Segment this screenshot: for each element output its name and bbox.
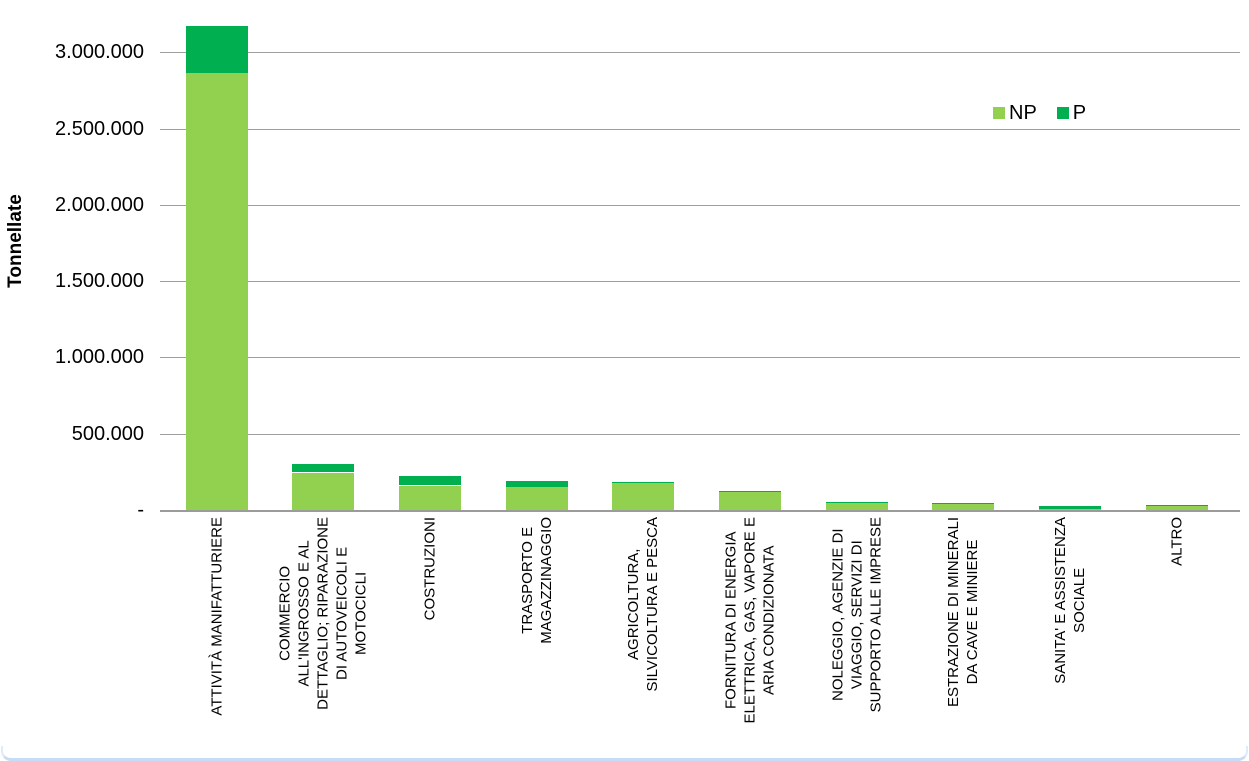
legend: NP P: [993, 101, 1086, 125]
x-axis-label: COMMERCIO ALL'INGROSSO E AL DETTAGLIO; R…: [276, 517, 370, 710]
gridline: [160, 357, 1240, 359]
window-bottom-edge: [1, 746, 1248, 761]
x-axis-label: TRASPORTO E MAGAZZINAGGIO: [518, 517, 555, 644]
gridline: [160, 281, 1240, 283]
bar-segment-p-7[interactable]: [825, 501, 888, 503]
y-tick-label: 2.500.000: [55, 117, 144, 140]
legend-swatch-np-icon: [993, 107, 1005, 119]
gridline: [160, 204, 1240, 206]
bar-segment-np-4[interactable]: [505, 486, 568, 510]
y-tick-label: 500.000: [71, 422, 144, 445]
bar-segment-np-10[interactable]: [1145, 505, 1208, 510]
bar-segment-p-9[interactable]: [1039, 506, 1102, 510]
x-axis-label: ALTRO: [1168, 517, 1186, 566]
bar-segment-p-4[interactable]: [505, 481, 568, 487]
y-tick-label: 1.000.000: [55, 346, 144, 369]
bar-segment-p-6[interactable]: [719, 490, 781, 492]
x-axis-label: ATTIVITÀ MANIFATTURIERE: [208, 517, 225, 716]
gridline: [160, 52, 1240, 54]
legend-item-np[interactable]: NP: [993, 101, 1037, 125]
legend-label-p: P: [1072, 102, 1087, 124]
bar-segment-np-1[interactable]: [185, 72, 248, 511]
bar-segment-np-3[interactable]: [398, 485, 461, 510]
y-tick-label: 3.000.000: [55, 41, 144, 64]
y-tick-label: 1.500.000: [55, 270, 144, 293]
y-tick-label: -: [137, 499, 144, 521]
x-axis-label: AGRICOLTURA, SILVICOLTURA E PESCA: [625, 517, 662, 692]
x-axis-label: FORNITURA DI ENERGIA ELETTRICA, GAS, VAP…: [722, 517, 778, 724]
x-axis-label: COSTRUZIONI: [421, 517, 439, 621]
bar-segment-np-7[interactable]: [825, 502, 888, 511]
x-axis-label: NOLEGGIO, AGENZIE DI VIAGGIO, SERVIZI DI…: [829, 517, 885, 713]
bar-segment-p-8[interactable]: [932, 502, 995, 504]
legend-swatch-p-icon: [1056, 107, 1069, 119]
bar-segment-np-5[interactable]: [612, 483, 675, 511]
bar-segment-p-2[interactable]: [292, 464, 355, 473]
x-axis-label: SANITA' E ASSISTENZA SOCIALE: [1052, 517, 1089, 684]
bar-segment-np-2[interactable]: [292, 472, 355, 510]
legend-item-p[interactable]: P: [1056, 101, 1087, 125]
bar-segment-np-6[interactable]: [719, 491, 781, 510]
y-tick-label: 2.000.000: [55, 193, 144, 216]
bar-segment-np-9[interactable]: [1039, 509, 1102, 511]
bar-segment-p-5[interactable]: [612, 481, 675, 483]
gridline: [160, 433, 1240, 435]
bar-segment-p-10[interactable]: [1145, 505, 1208, 506]
bar-segment-np-8[interactable]: [932, 503, 995, 510]
legend-label-np: NP: [1009, 102, 1037, 124]
x-axis-label: ESTRAZIONE DI MINERALI DA CAVE E MINIERE: [945, 517, 982, 708]
gridline: [160, 128, 1240, 130]
bar-segment-p-3[interactable]: [398, 476, 461, 486]
x-axis-line: [160, 510, 1240, 512]
bar-segment-p-1[interactable]: [185, 25, 248, 73]
